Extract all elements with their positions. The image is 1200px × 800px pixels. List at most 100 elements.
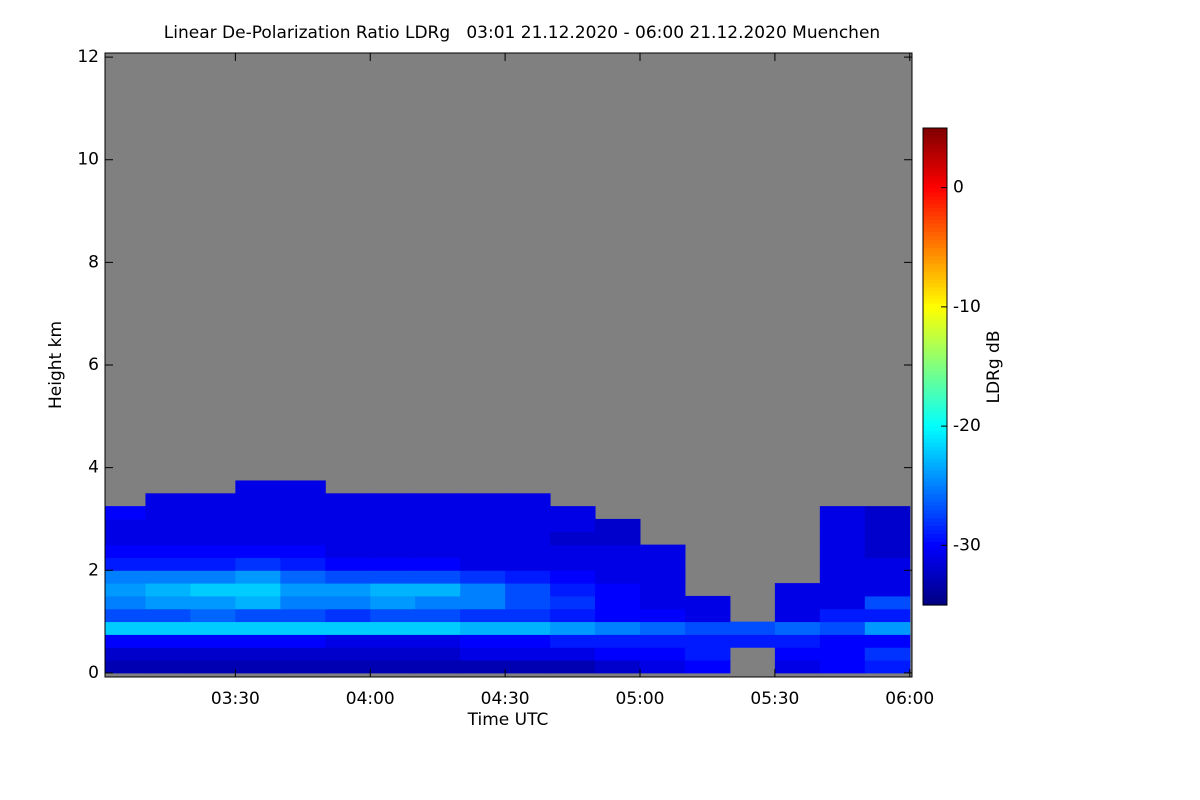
heatmap-cell	[595, 647, 641, 661]
colorbar-segment	[923, 477, 947, 483]
heatmap-cell	[640, 570, 686, 584]
colorbar	[923, 128, 947, 606]
colorbar-segment	[923, 219, 947, 224]
heatmap-cell	[105, 531, 146, 546]
heatmap-cell	[460, 570, 506, 584]
heatmap-cell	[550, 647, 596, 661]
colorbar-segment	[923, 275, 947, 280]
heatmap-cell	[105, 634, 146, 648]
heatmap-cell	[325, 570, 371, 584]
heatmap-cell	[505, 634, 551, 648]
colorbar-segment	[923, 398, 947, 403]
heatmap-cell	[684, 634, 731, 648]
heatmap-cell	[640, 660, 686, 674]
colorbar-segment	[923, 195, 947, 201]
colorbar-segment	[923, 438, 947, 443]
heatmap-cell	[370, 557, 416, 571]
heatmap-cell	[145, 557, 191, 571]
y-tick-label: 0	[88, 663, 99, 683]
heatmap-cell	[774, 621, 821, 635]
heatmap-cell	[235, 480, 281, 494]
heatmap	[105, 480, 911, 674]
colorbar-segment	[923, 414, 947, 419]
colorbar-segment	[923, 207, 947, 213]
colorbar-segment	[923, 589, 947, 594]
heatmap-cell	[235, 557, 281, 571]
colorbar-segment	[923, 167, 947, 173]
heatmap-cell	[415, 506, 461, 520]
colorbar-segment	[923, 457, 947, 463]
colorbar-segment	[923, 446, 947, 451]
heatmap-cell	[105, 608, 146, 623]
heatmap-cell	[864, 570, 911, 584]
heatmap-cell	[774, 647, 821, 661]
heatmap-cell	[505, 570, 551, 584]
colorbar-segment	[923, 314, 947, 320]
heatmap-cell	[819, 621, 866, 635]
heatmap-cell	[325, 583, 371, 597]
heatmap-cell	[370, 621, 416, 635]
colorbar-segment	[923, 553, 947, 558]
heatmap-cell	[864, 557, 911, 571]
colorbar-segment	[923, 426, 947, 431]
x-tick-label: 06:00	[885, 689, 934, 709]
colorbar-segment	[923, 585, 947, 590]
heatmap-cell	[505, 608, 551, 623]
heatmap-cell	[190, 595, 236, 610]
colorbar-segment	[923, 211, 947, 217]
colorbar-segment	[923, 390, 947, 395]
colorbar-segment	[923, 263, 947, 268]
heatmap-cell	[190, 583, 236, 597]
heatmap-cell	[190, 621, 236, 635]
colorbar-segment	[923, 191, 947, 197]
heatmap-cell	[595, 570, 641, 584]
heatmap-cell	[280, 583, 326, 597]
heatmap-cell	[774, 634, 821, 648]
heatmap-cell	[819, 660, 866, 674]
heatmap-cell	[460, 583, 506, 597]
colorbar-segment	[923, 151, 947, 157]
heatmap-cell	[640, 621, 686, 635]
heatmap-cell	[280, 531, 326, 546]
heatmap-cell	[325, 557, 371, 571]
heatmap-cell	[505, 518, 551, 533]
heatmap-cell	[550, 531, 596, 546]
heatmap-cell	[235, 621, 281, 635]
colorbar-tick-label: -30	[953, 535, 981, 555]
heatmap-cell	[370, 660, 416, 674]
colorbar-segment	[923, 322, 947, 328]
colorbar-segment	[923, 159, 947, 165]
heatmap-cell	[729, 621, 776, 635]
heatmap-cell	[145, 647, 191, 661]
heatmap-cell	[415, 647, 461, 661]
colorbar-segment	[923, 370, 947, 376]
heatmap-cell	[774, 583, 821, 597]
heatmap-cell	[774, 595, 821, 610]
colorbar-segment	[923, 469, 947, 475]
colorbar-segment	[923, 374, 947, 380]
heatmap-cell	[595, 583, 641, 597]
heatmap-cell	[325, 595, 371, 610]
heatmap-cell	[819, 518, 866, 533]
heatmap-cell	[105, 647, 146, 661]
colorbar-segment	[923, 521, 947, 527]
heatmap-cell	[105, 660, 146, 674]
heatmap-cell	[415, 660, 461, 674]
colorbar-segment	[923, 366, 947, 372]
colorbar-segment	[923, 473, 947, 479]
colorbar-segment	[923, 255, 947, 260]
heatmap-cell	[105, 506, 146, 520]
heatmap-cell	[190, 493, 236, 507]
colorbar-segment	[923, 298, 947, 304]
colorbar-segment	[923, 183, 947, 189]
colorbar-segment	[923, 402, 947, 407]
heatmap-cell	[280, 544, 326, 558]
heatmap-cell	[370, 634, 416, 648]
colorbar-segment	[923, 541, 947, 546]
heatmap-cell	[145, 634, 191, 648]
heatmap-cell	[235, 506, 281, 520]
colorbar-segment	[923, 525, 947, 531]
heatmap-cell	[235, 531, 281, 546]
colorbar-segment	[923, 143, 947, 149]
heatmap-cell	[460, 506, 506, 520]
